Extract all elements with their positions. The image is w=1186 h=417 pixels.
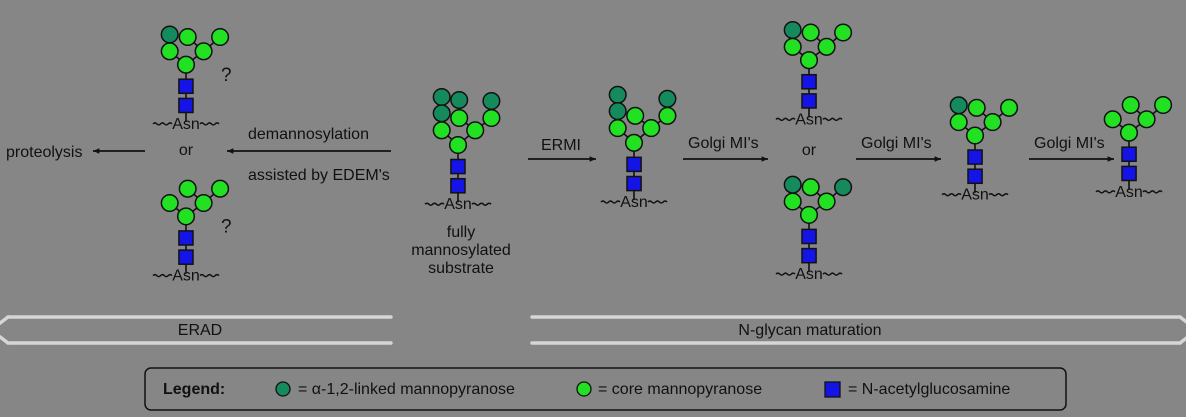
svg-text:or: or xyxy=(802,142,817,159)
svg-text:Asn: Asn xyxy=(795,266,823,283)
svg-text:demannosylation: demannosylation xyxy=(248,126,369,143)
svg-text:Asn: Asn xyxy=(444,196,472,213)
svg-text:Legend:: Legend: xyxy=(163,381,225,398)
svg-text:= α-1,2-linked mannopyranose: = α-1,2-linked mannopyranose xyxy=(298,381,515,398)
svg-text:Asn: Asn xyxy=(620,194,648,211)
svg-text:?: ? xyxy=(221,217,232,238)
svg-text:Golgi MI's: Golgi MI's xyxy=(688,135,759,152)
svg-text:assisted by EDEM's: assisted by EDEM's xyxy=(248,167,390,184)
svg-text:mannosylated: mannosylated xyxy=(411,242,511,259)
svg-text:proteolysis: proteolysis xyxy=(6,144,82,161)
svg-text:substrate: substrate xyxy=(428,260,494,277)
svg-text:Asn: Asn xyxy=(172,116,200,133)
svg-text:Asn: Asn xyxy=(172,268,200,285)
svg-text:Asn: Asn xyxy=(795,111,823,128)
svg-text:N-glycan maturation: N-glycan maturation xyxy=(738,322,881,339)
svg-text:Asn: Asn xyxy=(961,187,989,204)
svg-text:= N-acetylglucosamine: = N-acetylglucosamine xyxy=(848,381,1010,398)
svg-text:or: or xyxy=(179,142,194,159)
svg-text:Asn: Asn xyxy=(1115,184,1143,201)
svg-text:ERAD: ERAD xyxy=(178,322,222,339)
svg-text:= core mannopyranose: = core mannopyranose xyxy=(598,381,762,398)
svg-text:?: ? xyxy=(221,65,232,86)
svg-text:Golgi MI's: Golgi MI's xyxy=(861,135,932,152)
svg-text:fully: fully xyxy=(447,224,475,241)
svg-text:Golgi MI's: Golgi MI's xyxy=(1034,135,1105,152)
svg-text:ERMI: ERMI xyxy=(541,137,581,154)
